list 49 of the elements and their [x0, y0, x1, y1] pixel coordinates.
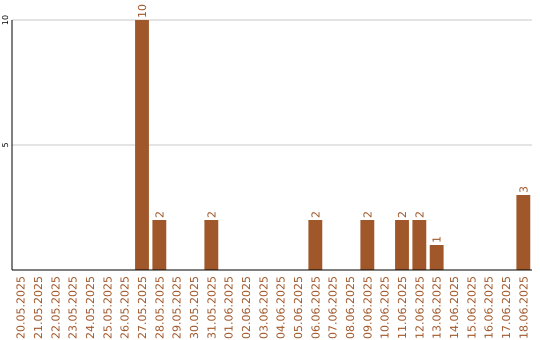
x-tick-label: 27.05.2025	[136, 276, 149, 339]
x-tick-label: 02.06.2025	[240, 276, 253, 339]
x-tick-label: 28.05.2025	[153, 276, 166, 339]
bar	[412, 220, 426, 270]
x-tick-label: 18.06.2025	[517, 276, 530, 339]
bar	[360, 220, 374, 270]
x-tick-label: 24.05.2025	[84, 276, 97, 339]
data-label: 1	[430, 236, 444, 243]
data-label: 2	[396, 211, 409, 218]
x-tick-label: 20.05.2025	[14, 276, 28, 339]
x-tick-label: 23.05.2025	[66, 276, 80, 339]
x-tick-label: 13.06.2025	[430, 276, 444, 339]
x-tick-label: 30.05.2025	[188, 276, 201, 339]
x-tick-label: 29.05.2025	[170, 276, 184, 339]
x-tick-label: 06.06.2025	[309, 276, 322, 339]
x-tick-label: 07.06.2025	[326, 276, 340, 339]
x-tick-label: 10.06.2025	[378, 276, 392, 339]
x-tick-label: 08.06.2025	[344, 276, 357, 339]
x-tick-label: 17.06.2025	[500, 276, 513, 339]
bar	[430, 245, 444, 270]
x-tick-label: 25.05.2025	[101, 276, 114, 339]
x-tick-label: 12.06.2025	[413, 276, 426, 339]
data-label: 2	[413, 211, 426, 218]
data-label: 2	[153, 211, 166, 218]
x-tick-label: 09.06.2025	[361, 276, 374, 339]
bar	[395, 220, 409, 270]
bar	[308, 220, 322, 270]
data-label: 10	[136, 4, 149, 18]
data-label: 3	[517, 186, 530, 193]
x-tick-label: 21.05.2025	[32, 276, 45, 339]
bar	[135, 20, 149, 270]
y-tick-label: 5	[1, 142, 10, 148]
x-tick-label: 15.06.2025	[465, 276, 478, 339]
x-tick-label: 03.06.2025	[257, 276, 270, 339]
x-tick-label: 26.05.2025	[118, 276, 132, 339]
bar	[516, 195, 530, 270]
x-tick-label: 31.05.2025	[205, 276, 218, 339]
x-tick-label: 01.06.2025	[222, 276, 236, 339]
x-tick-label: 11.06.2025	[396, 276, 409, 339]
data-label: 2	[205, 211, 218, 218]
bar	[152, 220, 166, 270]
data-label: 2	[309, 211, 322, 218]
bar	[204, 220, 218, 270]
x-tick-label: 16.06.2025	[482, 276, 496, 339]
data-label: 2	[361, 211, 374, 218]
x-tick-label: 05.06.2025	[292, 276, 305, 339]
x-tick-label: 04.06.2025	[274, 276, 288, 339]
x-tick-label: 22.05.2025	[49, 276, 62, 339]
x-tick-label: 14.06.2025	[448, 276, 461, 339]
